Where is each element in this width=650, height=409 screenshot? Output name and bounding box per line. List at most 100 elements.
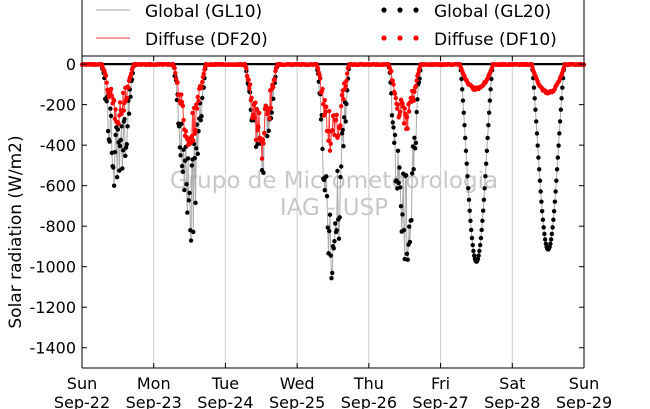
global-gl20-point xyxy=(117,143,123,149)
diffuse-df10-point xyxy=(194,102,199,107)
global-gl20-point xyxy=(398,185,403,190)
global-gl20-point xyxy=(407,239,413,245)
global-gl20-point xyxy=(551,217,556,222)
diffuse-df10-point xyxy=(334,112,339,118)
watermark-line-2: IAG - USP xyxy=(280,195,388,221)
watermark: Grupo de Micrometeorologia IAG - USP xyxy=(170,168,498,221)
diffuse-df10-point xyxy=(404,114,410,120)
global-gl20-point xyxy=(488,87,493,92)
global-gl20-point xyxy=(111,183,117,188)
global-gl20-point xyxy=(389,113,395,118)
series-diffuse-df20-line xyxy=(81,63,585,159)
diffuse-df10-point xyxy=(117,100,123,105)
global-gl20-point xyxy=(554,167,560,172)
global-gl20-point xyxy=(328,253,333,258)
global-gl20-point xyxy=(486,110,492,115)
global-gl20-point xyxy=(331,246,336,251)
global-gl20-point xyxy=(200,95,205,101)
global-gl20-point xyxy=(532,96,537,101)
global-gl20-point xyxy=(179,121,184,127)
diffuse-df10-point xyxy=(390,78,395,83)
x-tick-label-day-2: Tue xyxy=(211,374,239,393)
series-diffuse-df10-dots xyxy=(79,61,587,161)
global-gl20-point xyxy=(329,275,334,281)
diffuse-df10-point xyxy=(323,109,328,115)
global-gl20-point xyxy=(409,217,414,223)
global-gl20-point xyxy=(261,170,266,176)
y-tick-label-4: -800 xyxy=(40,217,76,236)
global-gl20-point xyxy=(466,197,472,203)
diffuse-df10-point xyxy=(401,121,407,126)
global-gl20-point xyxy=(554,178,559,183)
diffuse-df10-point xyxy=(253,137,259,143)
global-gl20-point xyxy=(332,238,337,244)
global-gl20-point xyxy=(536,155,541,160)
diffuse-df10-point xyxy=(415,71,421,77)
global-gl20-point xyxy=(484,148,490,154)
global-gl20-point xyxy=(108,106,113,111)
y-tick-label-6: -1200 xyxy=(30,298,77,317)
diffuse-df10-point xyxy=(246,77,251,82)
global-gl20-point xyxy=(481,197,487,203)
global-gl20-point xyxy=(193,200,198,206)
legend: Global (GL10) Diffuse (DF20) Global (GL2… xyxy=(81,0,585,57)
diffuse-df10-point xyxy=(325,128,330,134)
diffuse-df10-point xyxy=(405,126,410,131)
global-gl20-point xyxy=(195,151,200,157)
diffuse-df10-point xyxy=(265,112,270,117)
global-gl20-point xyxy=(122,116,127,122)
global-gl20-point xyxy=(470,242,475,248)
x-tick-label-day-1: Mon xyxy=(137,374,171,393)
diffuse-df10-point xyxy=(321,102,326,107)
global-gl20-point xyxy=(489,76,494,82)
global-gl20-point xyxy=(120,166,125,171)
diffuse-df10-point xyxy=(395,102,401,107)
diffuse-df10-point xyxy=(339,103,344,109)
diffuse-df10-point xyxy=(180,103,186,109)
global-gl20-point xyxy=(476,253,481,258)
global-gl20-point xyxy=(188,238,194,243)
global-gl20-point xyxy=(115,127,121,132)
diffuse-df10-point xyxy=(252,115,257,121)
diffuse-df10-point xyxy=(179,92,184,97)
diffuse-df10-point xyxy=(201,71,206,77)
global-gl20-point xyxy=(556,143,561,148)
diffuse-df10-point xyxy=(247,86,252,91)
global-gl20-point xyxy=(105,128,111,134)
global-gl20-point xyxy=(411,167,416,172)
diffuse-df10-point xyxy=(413,83,419,89)
diffuse-df10-point xyxy=(414,78,419,83)
global-gl20-point xyxy=(535,143,540,148)
diffuse-df20-line xyxy=(81,63,585,159)
global-gl20-point xyxy=(337,215,342,220)
global-gl20-point xyxy=(324,194,330,199)
global-gl20-point xyxy=(406,224,412,229)
global-gl20-point xyxy=(338,174,343,180)
diffuse-df10-point xyxy=(192,131,198,136)
global-gl20-point xyxy=(390,120,395,125)
diffuse-df10-point xyxy=(259,156,265,161)
diffuse-df10-point xyxy=(126,85,131,90)
legend-box xyxy=(81,0,585,57)
diffuse-df10-point xyxy=(336,133,341,138)
diffuse-df10-point xyxy=(389,68,394,74)
diffuse-df10-point xyxy=(262,130,267,136)
watermark-line-1: Grupo de Micrometeorologia xyxy=(170,168,498,194)
diffuse-df10-point xyxy=(343,83,348,89)
diffuse-df10-point xyxy=(253,100,258,105)
y-tick-label-5: -1000 xyxy=(30,258,77,277)
global-gl20-point xyxy=(271,96,276,102)
global-gl20-point xyxy=(107,139,112,144)
diffuse-df10-point xyxy=(395,106,400,111)
x-tick-label-date-7: Sep-29 xyxy=(556,393,612,409)
global-gl20-point xyxy=(119,124,124,129)
global-gl20-point xyxy=(467,208,472,213)
global-gl20-point xyxy=(339,164,344,169)
global-gl20-point xyxy=(320,146,325,152)
diffuse-df10-point xyxy=(194,106,200,111)
global-gl20-point xyxy=(111,165,116,170)
global-gl20-point xyxy=(463,135,468,141)
diffuse-df10-point xyxy=(327,148,333,153)
diffuse-df10-point xyxy=(121,108,127,113)
global-gl20-point xyxy=(189,163,195,168)
